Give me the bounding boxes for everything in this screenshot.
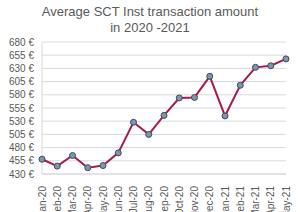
svg-text:Jan-20: Jan-20	[37, 186, 48, 212]
svg-text:May-20: May-20	[98, 186, 109, 212]
svg-text:Dec-20: Dec-20	[204, 186, 215, 212]
svg-text:680 €: 680 €	[9, 37, 34, 48]
html-text:Average SCT Inst transaction a: Average SCT Inst transaction amount in 2…	[41, 4, 259, 35]
svg-text:Sep-20: Sep-20	[159, 186, 170, 212]
svg-text:630 €: 630 €	[9, 63, 34, 74]
svg-text:Mar-20: Mar-20	[67, 186, 78, 212]
svg-text:605 €: 605 €	[9, 76, 34, 87]
svg-text:505 €: 505 €	[9, 129, 34, 140]
svg-text:580 €: 580 €	[9, 89, 34, 100]
svg-text:May-21: May-21	[281, 186, 292, 212]
svg-text:555 €: 555 €	[9, 103, 34, 114]
svg-text:Oct-20: Oct-20	[174, 186, 185, 212]
svg-text:480 €: 480 €	[9, 142, 34, 153]
svg-text:Feb-21: Feb-21	[235, 186, 246, 212]
svg-text:530 €: 530 €	[9, 116, 34, 127]
svg-text:430 €: 430 €	[9, 169, 34, 180]
svg-text:Jun-20: Jun-20	[113, 186, 124, 212]
svg-text:Feb-20: Feb-20	[52, 186, 63, 212]
svg-text:Jul-20: Jul-20	[128, 186, 139, 212]
svg-text:Jan-21: Jan-21	[220, 186, 231, 212]
svg-text:Apr-20: Apr-20	[82, 186, 93, 212]
svg-text:Apr-21: Apr-21	[265, 186, 276, 212]
svg-text:455 €: 455 €	[9, 155, 34, 166]
svg-text:Nov-20: Nov-20	[189, 186, 200, 212]
svg-text:Mar-21: Mar-21	[250, 186, 261, 212]
svg-text:655 €: 655 €	[9, 50, 34, 61]
svg-text:Aug-20: Aug-20	[143, 186, 154, 212]
